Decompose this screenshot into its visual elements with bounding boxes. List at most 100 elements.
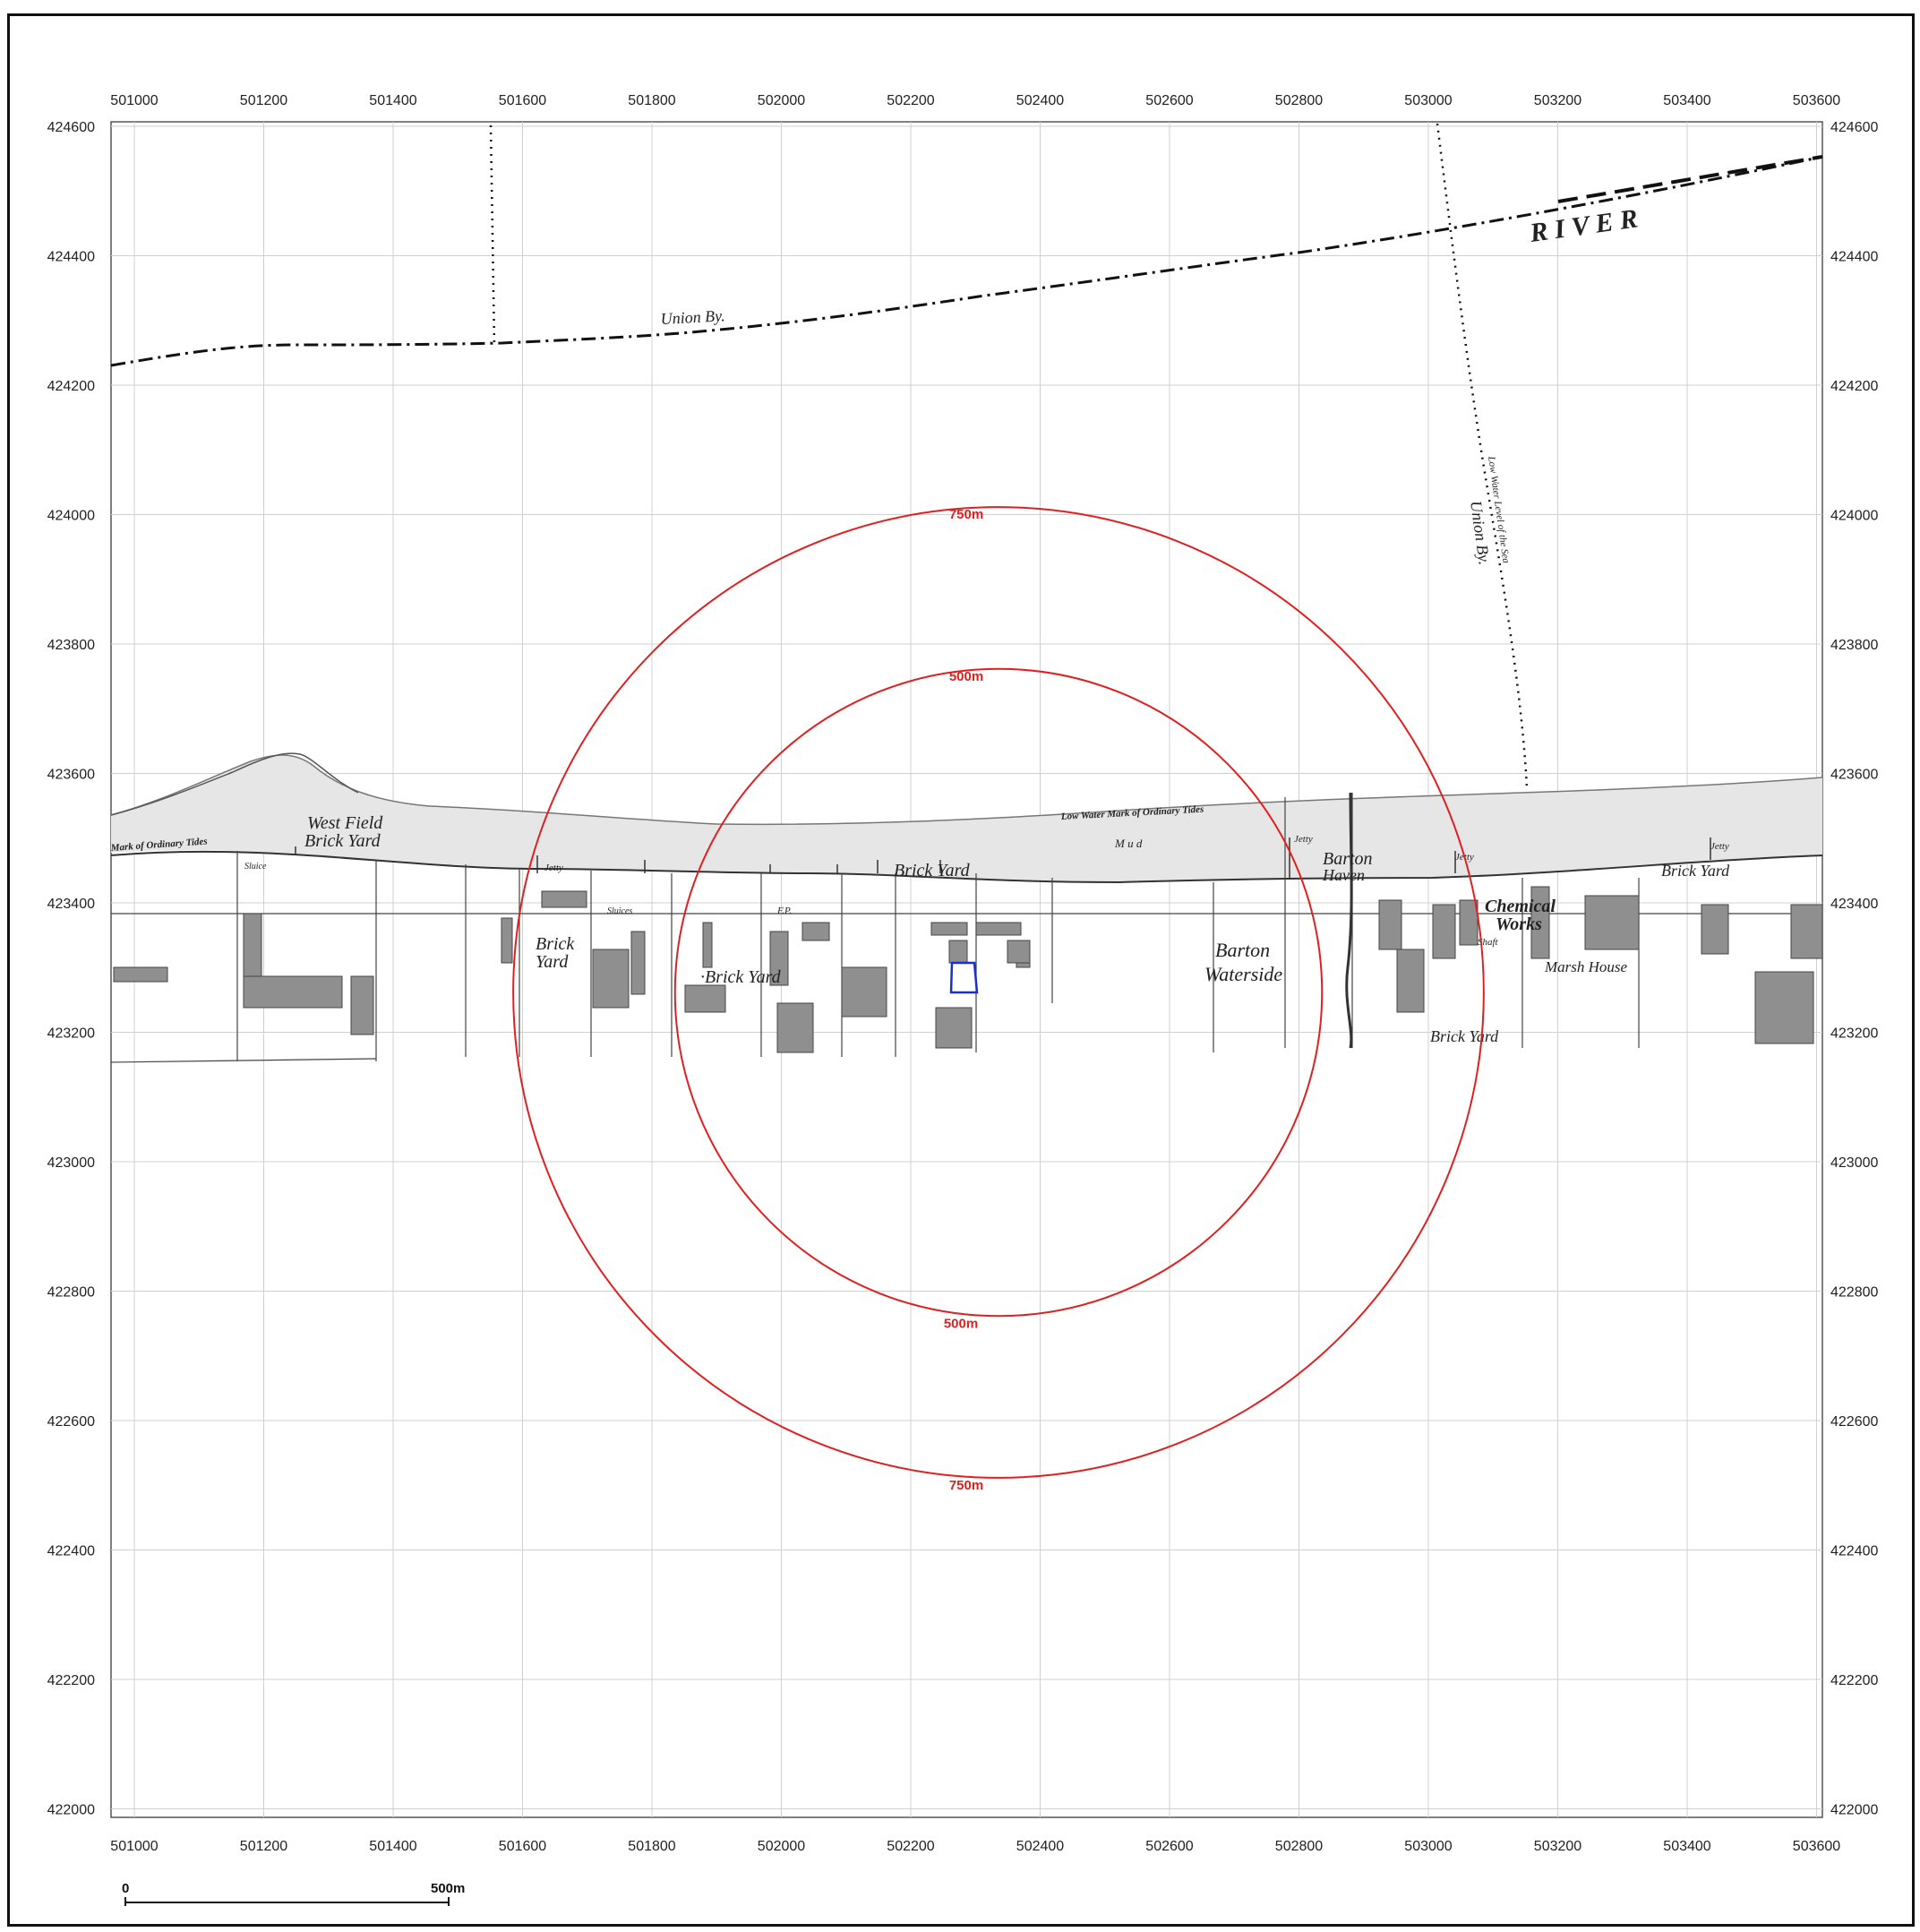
northing-tick-label: 422200 [1830, 1673, 1878, 1688]
scale-start-label: 0 [122, 1881, 129, 1896]
label-brick-yard-west-field: Brick Yard [304, 831, 381, 851]
scale-bar: 0 500m [122, 1881, 465, 1906]
easting-tick-label: 501400 [369, 93, 416, 108]
site-boundary [949, 961, 979, 994]
northing-labels-left: 424600 424400 424200 424000 423800 423600 4234… [47, 120, 95, 1818]
easting-tick-label: 503200 [1534, 1839, 1581, 1854]
easting-labels-top: 501000 501200 501400 501600 501800 502000 5022… [110, 93, 1840, 108]
northing-tick-label: 424200 [47, 379, 95, 394]
historic-map-base [110, 123, 1823, 1063]
union-boundary-line [110, 155, 1823, 367]
river-boundary-dashed [1557, 155, 1823, 203]
easting-tick-label: 501800 [628, 1839, 675, 1854]
northing-tick-label: 422000 [47, 1803, 95, 1818]
northing-tick-label: 423000 [1830, 1155, 1878, 1171]
low-water-line [110, 754, 1823, 826]
easting-tick-label: 503200 [1534, 93, 1581, 108]
easting-tick-label: 502400 [1016, 93, 1064, 108]
northing-tick-label: 422600 [1830, 1414, 1878, 1430]
northing-tick-label: 423600 [1830, 768, 1878, 783]
easting-tick-label: 501000 [110, 93, 158, 108]
shoreline [110, 850, 1823, 884]
label-jetty: Jetty [544, 863, 563, 873]
label-works: Works [1496, 914, 1542, 934]
label-sluice: Sluice [244, 862, 267, 872]
ring-label-750-top: 750m [949, 507, 983, 522]
bank-outline [110, 752, 359, 816]
northing-tick-label: 423400 [47, 897, 95, 912]
label-brick-yard-lower: ·Brick Yard [700, 967, 782, 987]
easting-tick-label: 502800 [1275, 1839, 1323, 1854]
northing-tick-label: 423800 [1830, 638, 1878, 653]
label-union-by-top: Union By. [660, 306, 725, 328]
coordinate-grid [111, 122, 1822, 1817]
northing-labels-right: 424600 424400 424200 424000 423800 423600 4234… [1830, 120, 1878, 1818]
ring-label-500-top: 500m [949, 669, 983, 684]
label-shaft: Shaft [1478, 937, 1499, 948]
easting-tick-label: 502000 [758, 93, 805, 108]
scale-end-label: 500m [431, 1881, 465, 1896]
northing-tick-label: 424600 [1830, 120, 1878, 135]
label-sluices: Sluices [607, 906, 632, 916]
easting-tick-label: 502600 [1145, 93, 1193, 108]
map-area-border [110, 121, 1823, 1818]
easting-tick-label: 502600 [1145, 1839, 1193, 1854]
easting-tick-label: 503600 [1793, 1839, 1840, 1854]
barton-haven-channel [1345, 792, 1353, 1049]
label-brick-yard-center: Brick Yard [894, 861, 971, 880]
easting-tick-label: 502400 [1016, 1839, 1064, 1854]
easting-tick-label: 502200 [887, 93, 934, 108]
northing-tick-label: 422400 [47, 1544, 95, 1559]
easting-tick-label: 501200 [240, 93, 287, 108]
northing-tick-label: 423400 [1830, 897, 1878, 912]
map-frame [7, 13, 1915, 1927]
label-jetty-east: Jetty [1710, 841, 1729, 852]
label-river: R I V E R [1527, 203, 1640, 248]
label-mud: M u d [1114, 837, 1143, 850]
northing-tick-label: 422400 [1830, 1544, 1878, 1559]
northing-tick-label: 423000 [47, 1155, 95, 1171]
easting-tick-label: 501800 [628, 93, 675, 108]
northing-tick-label: 423200 [1830, 1026, 1878, 1042]
easting-tick-label: 502000 [758, 1839, 805, 1854]
easting-tick-label: 503400 [1663, 93, 1710, 108]
northing-tick-label: 422000 [1830, 1803, 1878, 1818]
label-brick-left: Brick [536, 934, 575, 954]
northing-tick-label: 424000 [1830, 509, 1878, 524]
easting-tick-label: 501000 [110, 1839, 158, 1854]
easting-tick-label: 501600 [499, 93, 546, 108]
easting-tick-label: 503000 [1404, 93, 1452, 108]
northing-tick-label: 422800 [1830, 1285, 1878, 1301]
label-haven: Haven [1322, 866, 1365, 884]
label-barton-haven: Barton [1323, 849, 1373, 869]
easting-tick-label: 501200 [240, 1839, 287, 1854]
northing-tick-label: 424400 [47, 250, 95, 265]
easting-labels-bottom: 501000 501200 501400 501600 501800 502000 5022… [110, 1839, 1840, 1854]
northing-tick-label: 424600 [47, 120, 95, 135]
northing-tick-label: 423600 [47, 768, 95, 783]
easting-tick-label: 502800 [1275, 93, 1323, 108]
easting-tick-label: 503000 [1404, 1839, 1452, 1854]
northing-tick-label: 424400 [1830, 250, 1878, 265]
place-labels: R I V E R Union By. Union By. Low Water … [109, 203, 1730, 1045]
buffer-rings: 750m 750m 500m 500m [512, 506, 1485, 1493]
northing-tick-label: 423200 [47, 1026, 95, 1042]
northing-tick-label: 423800 [47, 638, 95, 653]
easting-tick-label: 501400 [369, 1839, 416, 1854]
building-footprints [113, 886, 1823, 1053]
label-union-by-right: Union By. [1467, 500, 1494, 566]
easting-tick-label: 501600 [499, 1839, 546, 1854]
buffer-ring-500 [673, 667, 1324, 1318]
northing-tick-label: 424200 [1830, 379, 1878, 394]
label-brick-yard-right: Brick Yard [1661, 862, 1730, 880]
ring-label-500-bottom: 500m [944, 1316, 978, 1331]
northing-tick-label: 422800 [47, 1285, 95, 1301]
ring-label-750-bottom: 750m [949, 1478, 983, 1493]
buffer-ring-750 [512, 506, 1485, 1479]
label-barton-waterside: Barton [1215, 939, 1270, 961]
label-yard-left: Yard [536, 952, 569, 972]
easting-tick-label: 503400 [1663, 1839, 1710, 1854]
northing-tick-label: 422600 [47, 1414, 95, 1430]
northing-tick-label: 422200 [47, 1673, 95, 1688]
